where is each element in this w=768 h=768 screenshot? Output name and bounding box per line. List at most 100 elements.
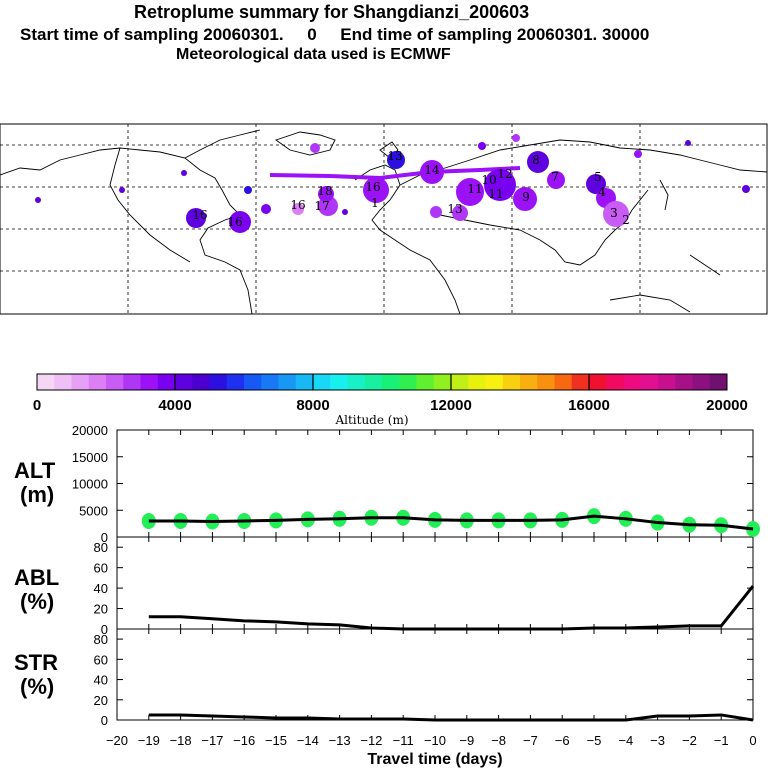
x-tick-label: −11: [393, 733, 414, 748]
colorbar-swatch: [658, 374, 676, 390]
colorbar-tick-label: 4000: [158, 397, 191, 414]
alt-panel-label: ALT (m): [14, 458, 56, 507]
x-tick-label: −16: [233, 733, 255, 748]
x-tick-label: −14: [297, 733, 319, 748]
colorbar-tick-label: 20000: [706, 397, 748, 414]
alt-series-line: [148, 514, 754, 531]
colorbar-swatch: [364, 374, 383, 390]
x-tick-label: −18: [170, 733, 192, 748]
colorbar-tick-label: 12000: [430, 397, 472, 414]
str-series-line: [148, 713, 754, 722]
x-tick-label: −4: [618, 733, 633, 748]
plume-day-label: 16: [227, 215, 242, 229]
plume-points: [35, 134, 750, 233]
x-tick-label: −6: [555, 733, 570, 748]
y-tick-label: 40: [94, 581, 108, 596]
plume-day-label: 17: [314, 199, 329, 213]
colorbar-swatch: [106, 374, 124, 390]
y-tick-label: 20: [94, 602, 108, 617]
plume-point: [452, 205, 468, 221]
plume-point: [119, 187, 125, 193]
abl-panel-label: ABL (%): [14, 565, 59, 614]
plume-point: [387, 151, 405, 169]
plume-day-label: 9: [522, 190, 530, 204]
colorbar-swatch: [589, 374, 607, 390]
plume-point: [244, 186, 252, 194]
colorbar-tick-label: 8000: [296, 397, 329, 414]
y-tick-label: 20: [94, 693, 108, 708]
map-grid: [0, 124, 767, 314]
y-tick-label: 20000: [72, 423, 108, 438]
plume-point: [685, 140, 691, 146]
time-series-panels: ALT (m) ABL (%) STR (%) 0500010000150002000…: [14, 423, 760, 768]
colorbar-swatch: [330, 374, 348, 390]
colorbar-tick-label: 16000: [568, 397, 610, 414]
plume-day-label: 2: [622, 213, 630, 227]
plume-point: [547, 171, 565, 189]
plume-point: [742, 185, 750, 193]
x-tick-label: −17: [201, 733, 223, 748]
plume-day-label: 14: [424, 163, 440, 177]
y-tick-label: 10000: [72, 477, 108, 492]
colorbar-swatch: [554, 374, 573, 390]
plume-point: [484, 169, 516, 201]
plume-point: [634, 150, 642, 158]
plume-track: [269, 166, 521, 181]
colorbar-swatch: [502, 374, 521, 390]
plume-day-label: 4: [598, 185, 606, 199]
x-tick-label: −9: [459, 733, 474, 748]
x-tick-label: 0: [749, 733, 756, 748]
x-tick-label: −10: [424, 733, 446, 748]
altitude-colorbar: 0 4000 8000 12000 16000 20000 Altitude (m): [33, 373, 748, 427]
colorbar-swatch: [675, 374, 693, 390]
colorbar-swatch: [209, 374, 228, 390]
colorbar-swatch: [140, 374, 159, 390]
colorbar-swatch: [278, 374, 297, 390]
met-data-note: Meteorological data used is ECMWF: [176, 46, 451, 63]
x-tick-label: −7: [523, 733, 538, 748]
colorbar-swatch: [347, 374, 366, 390]
colorbar-swatch: [692, 374, 711, 390]
y-tick-label: 60: [94, 652, 108, 667]
y-tick-label: 15000: [72, 450, 108, 465]
plume-point: [35, 197, 41, 203]
colorbar-swatch: [226, 374, 245, 390]
colorbar-swatch: [244, 374, 262, 390]
colorbar-swatch: [37, 374, 55, 390]
plume-point: [181, 170, 187, 176]
plume-day-label: 13: [447, 202, 462, 216]
x-tick-label: −1: [714, 733, 729, 748]
colorbar-swatch: [192, 374, 210, 390]
colorbar-swatch: [623, 374, 642, 390]
y-tick-label: 0: [101, 713, 108, 728]
x-tick-label: −2: [682, 733, 697, 748]
plume-point: [229, 211, 251, 233]
colorbar-swatch: [433, 374, 452, 390]
plume-point: [363, 177, 389, 203]
plume-day-label: 16: [192, 208, 207, 222]
y-tick-label: 80: [94, 632, 108, 647]
plume-day-label: 7: [551, 170, 559, 184]
colorbar-swatch: [54, 374, 72, 390]
y-tick-label: 40: [94, 673, 108, 688]
plume-point: [342, 209, 348, 215]
y-tick-label: 5000: [79, 503, 108, 518]
plume-point: [186, 208, 206, 228]
x-tick-label: −8: [491, 733, 506, 748]
plume-day-label: 11: [488, 187, 503, 201]
sampling-times: Start time of sampling 20060301. 0 End t…: [20, 25, 650, 44]
colorbar-swatch: [175, 374, 193, 390]
colorbar-swatch: [485, 374, 504, 390]
panel-frame: [116, 429, 754, 721]
y-tick-label: 80: [94, 540, 108, 555]
plume-day-label: 16: [365, 180, 380, 194]
colorbar-swatch: [382, 374, 400, 390]
plume-day-label: 11: [467, 182, 482, 196]
colorbar-swatch: [451, 374, 469, 390]
x-axis-label: Travel time (days): [367, 751, 502, 768]
chart-title: Retroplume summary for Shangdianzi_20060…: [134, 2, 530, 22]
colorbar-swatch: [71, 374, 90, 390]
colorbar-swatch: [88, 374, 107, 390]
plume-day-label: 16: [290, 198, 305, 212]
